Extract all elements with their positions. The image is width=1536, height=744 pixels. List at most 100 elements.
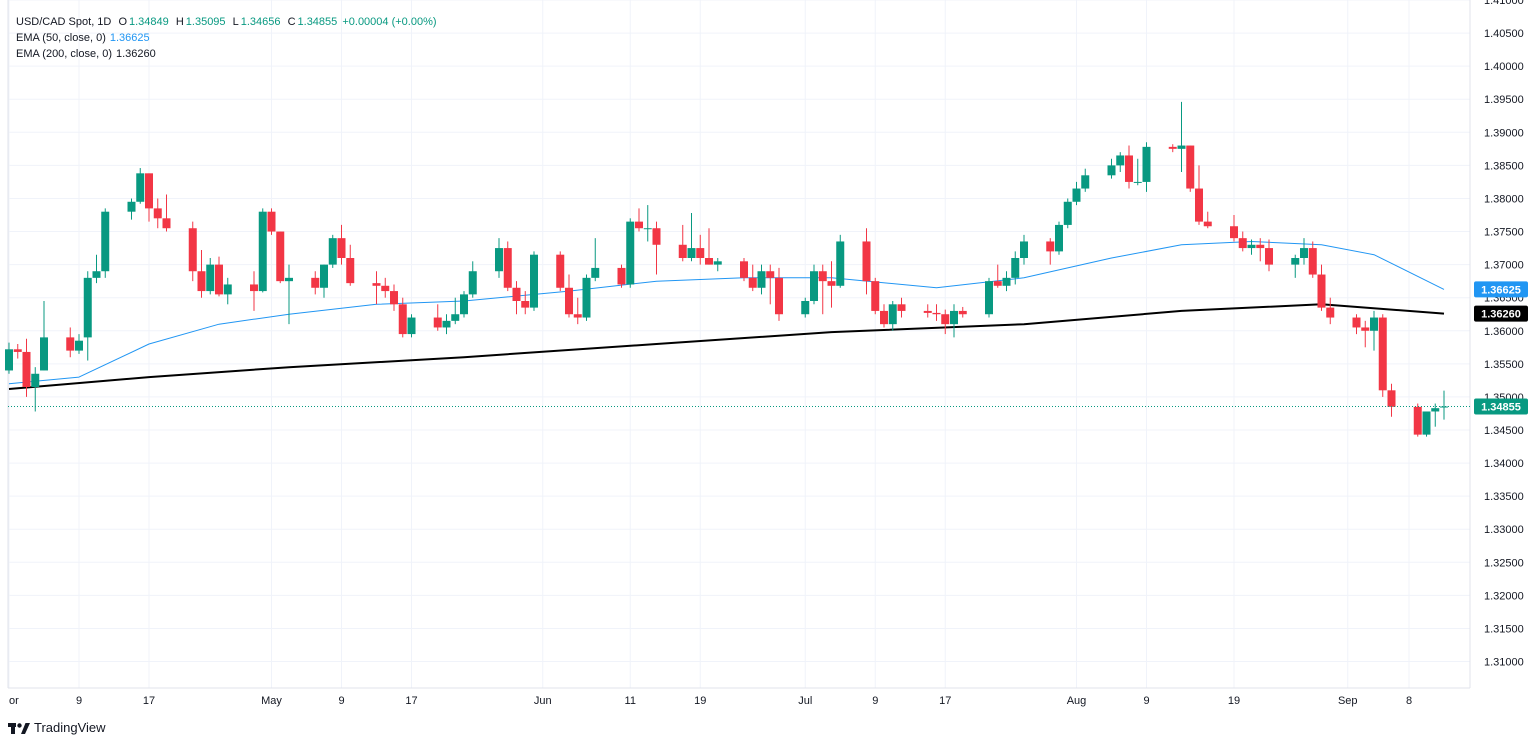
candle-body bbox=[1203, 221, 1212, 227]
symbol-label[interactable]: USD/CAD Spot, 1D bbox=[16, 16, 112, 28]
price-tick-label: 1.38500 bbox=[1484, 160, 1524, 172]
candle-body bbox=[1431, 408, 1440, 412]
candle bbox=[495, 238, 503, 278]
candle-body bbox=[92, 271, 101, 278]
candle-body bbox=[626, 221, 635, 285]
candle bbox=[1142, 142, 1151, 192]
close-value: 1.34855 bbox=[297, 16, 338, 28]
tradingview-logo[interactable]: TradingView bbox=[8, 720, 106, 735]
candle bbox=[92, 254, 101, 284]
candle-body bbox=[215, 264, 223, 295]
candle bbox=[1116, 152, 1125, 172]
candle bbox=[285, 264, 293, 325]
candle bbox=[993, 264, 1002, 288]
candle-body bbox=[398, 304, 407, 335]
candle-body bbox=[346, 258, 355, 284]
candle bbox=[1002, 271, 1011, 292]
candle-body bbox=[591, 267, 600, 278]
price-badge: 1.36625 bbox=[1474, 281, 1528, 298]
candle bbox=[1186, 145, 1195, 192]
time-tick-label: 19 bbox=[694, 695, 706, 707]
candle bbox=[1177, 101, 1186, 172]
candle-body bbox=[1238, 238, 1247, 249]
candle-body bbox=[530, 254, 538, 308]
candle bbox=[407, 314, 416, 338]
candle bbox=[1046, 238, 1055, 265]
price-tick-label: 1.33500 bbox=[1484, 491, 1524, 503]
candlestick-series bbox=[5, 101, 1448, 437]
time-tick-label: 9 bbox=[76, 695, 82, 707]
candle bbox=[582, 274, 591, 321]
candle-body bbox=[1422, 411, 1431, 435]
candle-body bbox=[390, 291, 398, 305]
candle-body bbox=[897, 304, 906, 311]
candle-body bbox=[1020, 241, 1028, 258]
candle-body bbox=[713, 261, 722, 265]
candle-body bbox=[1116, 155, 1125, 166]
candle bbox=[643, 205, 652, 242]
ema200-legend-row[interactable]: EMA (200, close, 0) 1.36260 bbox=[16, 46, 437, 62]
price-tick-label: 1.31500 bbox=[1484, 623, 1524, 635]
candle-body bbox=[748, 277, 757, 288]
price-tick-label: 1.40500 bbox=[1484, 28, 1524, 40]
candle bbox=[1256, 238, 1265, 262]
candle bbox=[1352, 314, 1361, 335]
candle-body bbox=[1413, 406, 1422, 435]
candle bbox=[276, 231, 285, 284]
price-tick-label: 1.39000 bbox=[1484, 127, 1524, 139]
candle bbox=[311, 271, 320, 295]
candle bbox=[442, 314, 451, 335]
ema50-legend-row[interactable]: EMA (50, close, 0) 1.36625 bbox=[16, 30, 437, 46]
candle-body bbox=[1081, 175, 1090, 189]
candle-body bbox=[328, 238, 337, 265]
ema50-value: 1.36625 bbox=[109, 32, 150, 44]
candle bbox=[223, 277, 232, 305]
candle-body bbox=[635, 221, 643, 229]
candle bbox=[127, 198, 136, 220]
candle-body bbox=[512, 287, 521, 301]
candle bbox=[1081, 168, 1090, 192]
candle bbox=[836, 234, 845, 288]
candle bbox=[740, 258, 748, 282]
candle bbox=[871, 277, 880, 315]
price-axis[interactable]: 1.31000 1.31500 1.32000 1.32500 1.33000 1.335… bbox=[1484, 0, 1524, 669]
candle bbox=[696, 234, 705, 265]
candle-body bbox=[757, 271, 766, 288]
candle-body bbox=[1291, 258, 1300, 265]
price-badge: 1.34855 bbox=[1474, 398, 1528, 415]
candle bbox=[521, 291, 530, 315]
candle-body bbox=[1308, 248, 1317, 275]
time-tick-label: Sep bbox=[1338, 695, 1358, 707]
time-axis[interactable]: or 9 17 May 9 17 Jun 11 19 Jul 9 17 Aug 9 19 Sep 8 bbox=[9, 695, 1412, 707]
candle bbox=[565, 274, 573, 318]
candle bbox=[1291, 254, 1300, 278]
open-value: 1.34849 bbox=[129, 16, 169, 28]
candle-body bbox=[1186, 145, 1195, 189]
candle bbox=[267, 208, 276, 235]
candle-body bbox=[862, 241, 871, 282]
candle-body bbox=[1352, 317, 1361, 328]
candle bbox=[818, 264, 827, 315]
price-badge-label: 1.36625 bbox=[1481, 284, 1521, 296]
candle bbox=[460, 291, 468, 318]
candle bbox=[101, 208, 110, 278]
candle bbox=[1422, 411, 1431, 437]
time-tick-label: 17 bbox=[939, 695, 951, 707]
candle-body bbox=[1300, 248, 1308, 258]
time-tick-label: May bbox=[261, 695, 282, 707]
price-tick-label: 1.32500 bbox=[1484, 557, 1524, 569]
candle bbox=[381, 277, 390, 298]
close-label: C bbox=[287, 16, 296, 28]
candle bbox=[705, 228, 713, 265]
time-tick-label: Aug bbox=[1067, 695, 1087, 707]
candle-body bbox=[1265, 248, 1273, 265]
candle bbox=[888, 301, 897, 331]
ema50-line bbox=[8, 241, 1445, 385]
price-tick-label: 1.33000 bbox=[1484, 524, 1524, 536]
candle-body bbox=[75, 340, 83, 351]
ema200-line bbox=[8, 303, 1445, 390]
candle bbox=[13, 344, 22, 359]
candle bbox=[775, 267, 783, 321]
candle bbox=[197, 250, 206, 298]
